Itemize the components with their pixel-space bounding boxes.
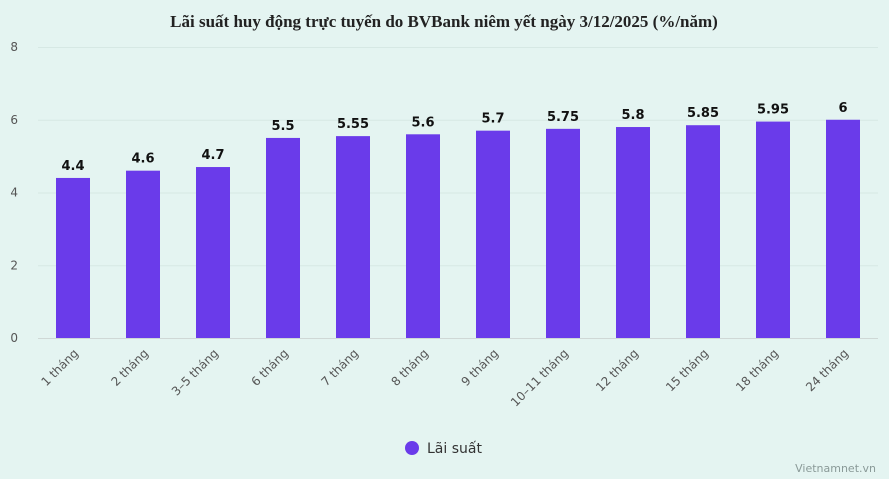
data-label: 4.6 [131, 152, 154, 167]
data-labels: 4.4 4.6 4.7 5.5 5.55 5.6 5.7 5.75 5.8 5.85 5.95 6 [61, 101, 847, 174]
x-tick-label: 18 tháng [733, 346, 781, 394]
data-label: 5.55 [337, 117, 369, 132]
data-label: 5.75 [547, 110, 579, 125]
bar[interactable] [616, 127, 650, 339]
x-tick-label: 15 tháng [663, 346, 711, 394]
y-tick-label: 2 [10, 258, 18, 272]
y-axis-ticks: 0 2 4 6 8 [10, 40, 18, 345]
bar[interactable] [686, 125, 720, 338]
x-axis-ticks: 1 tháng 2 tháng 3–5 tháng 6 tháng 7 tháng 8 t… [38, 346, 851, 409]
data-label: 4.4 [61, 159, 84, 174]
data-label: 5.8 [621, 108, 644, 123]
bar[interactable] [336, 136, 370, 338]
bars [56, 119, 860, 339]
bar[interactable] [756, 121, 790, 338]
x-tick-label: 8 tháng [388, 346, 431, 389]
bar[interactable] [126, 170, 160, 338]
x-tick-label: 2 tháng [108, 346, 151, 389]
y-tick-label: 0 [10, 331, 18, 345]
y-tick-label: 8 [10, 40, 18, 54]
credit-watermark: Vietnamnet.vn [795, 462, 876, 475]
data-label: 5.6 [411, 115, 434, 130]
chart-title: Lãi suất huy động trực tuyến do BVBank n… [170, 12, 718, 31]
data-label: 6 [838, 101, 847, 116]
bar[interactable] [266, 137, 300, 338]
bar[interactable] [406, 134, 440, 338]
bar[interactable] [196, 167, 230, 338]
x-tick-label: 1 tháng [38, 346, 81, 389]
bar[interactable] [476, 130, 510, 338]
x-tick-label: 6 tháng [248, 346, 291, 389]
legend-marker [405, 441, 419, 455]
data-label: 4.7 [201, 148, 224, 163]
bar[interactable] [56, 177, 90, 338]
grid-layer [38, 47, 878, 267]
bar[interactable] [826, 119, 860, 338]
data-label: 5.95 [757, 103, 789, 118]
bar[interactable] [546, 128, 580, 338]
y-tick-label: 6 [10, 113, 18, 127]
x-tick-label: 10–11 tháng [508, 346, 571, 409]
legend-label: Lãi suất [427, 441, 482, 457]
x-tick-label: 3–5 tháng [169, 346, 221, 398]
legend[interactable]: Lãi suất [405, 441, 482, 457]
y-tick-label: 4 [10, 186, 18, 200]
data-label: 5.5 [271, 119, 294, 134]
data-label: 5.85 [687, 106, 719, 121]
x-tick-label: 12 tháng [593, 346, 641, 394]
x-tick-label: 7 tháng [318, 346, 361, 389]
x-tick-label: 9 tháng [458, 346, 501, 389]
x-tick-label: 24 tháng [803, 346, 851, 394]
data-label: 5.7 [481, 112, 504, 127]
